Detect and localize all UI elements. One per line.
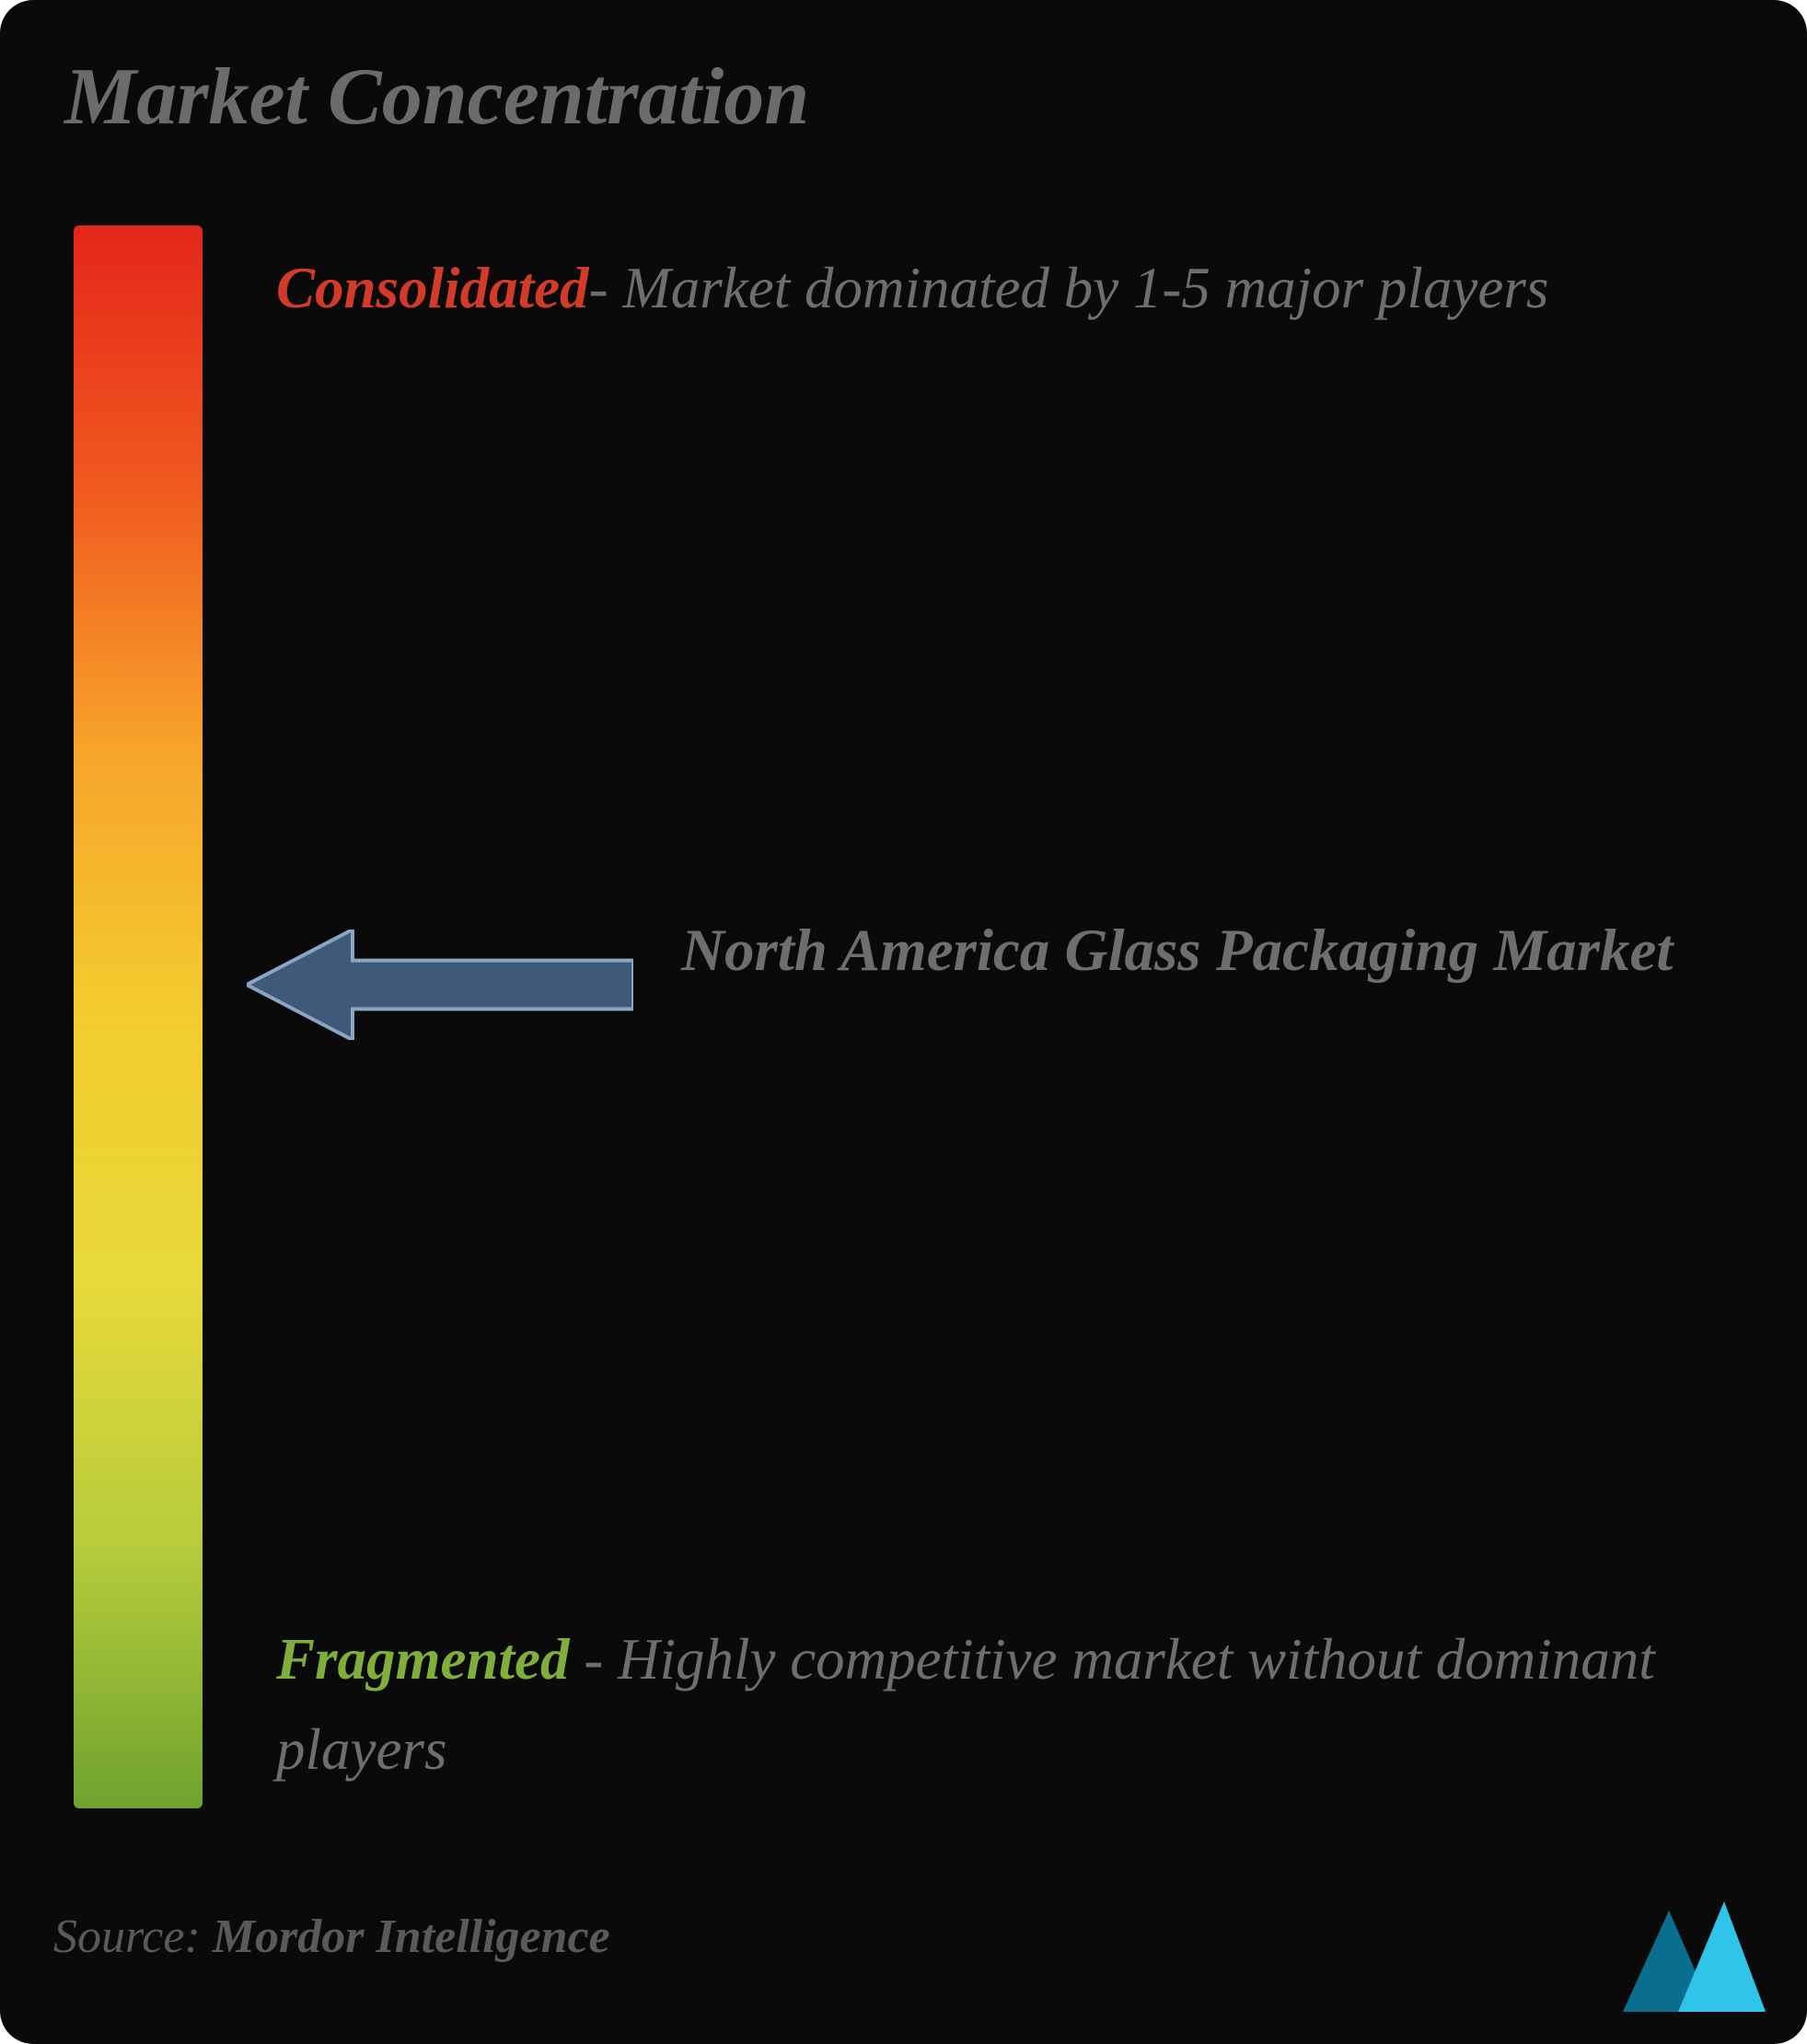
concentration-gradient-bar [74,225,203,1808]
pointer-arrow [247,930,633,1040]
source-name: Mordor Intelligence [213,1911,610,1963]
source-lead: Source: [53,1911,213,1963]
fragmented-lead: Fragmented [276,1627,570,1692]
fragmented-description: Fragmented - Highly competitive market w… [276,1615,1767,1795]
source-attribution: Source: Mordor Intelligence [53,1910,610,1964]
consolidated-lead: Consolidated [276,256,589,320]
consolidated-rest: - Market dominated by 1-5 major players [589,256,1549,320]
market-name-label: North America Glass Packaging Market [681,911,1694,992]
consolidated-description: Consolidated- Market dominated by 1-5 ma… [276,244,1712,334]
card-title: Market Concentration [64,51,809,144]
concentration-card: Market Concentration Consolidated- Marke… [0,0,1807,2044]
mordor-logo-icon [1614,1897,1770,2016]
